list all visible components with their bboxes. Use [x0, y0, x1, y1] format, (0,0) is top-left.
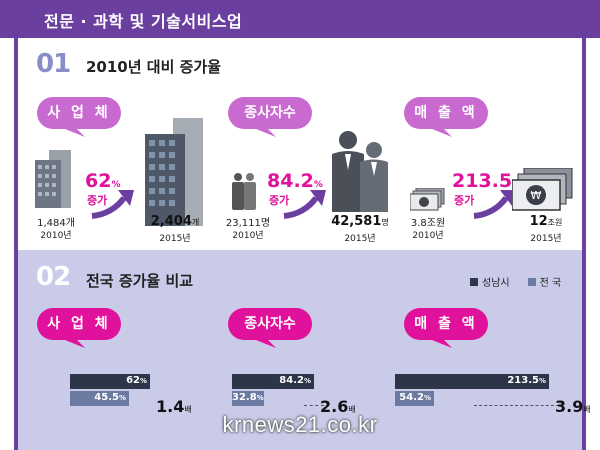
bar-unit: %	[256, 394, 264, 402]
value: 3.8	[410, 218, 427, 229]
ratio-connector	[474, 405, 559, 406]
unit: 조원	[547, 218, 563, 227]
ratio-value: 1.4배	[156, 397, 192, 416]
bar-national: 45.5%	[70, 391, 129, 406]
section2-number: 02	[36, 262, 71, 292]
ratio-number: 1.4	[156, 397, 185, 416]
bubble-employees-2: 종사자수	[228, 308, 328, 348]
unit: 개	[65, 218, 75, 229]
bubble-label: 사 업 체	[47, 105, 111, 121]
bubble-label: 사 업 체	[47, 316, 111, 332]
bar-seongnam: 213.5%	[395, 374, 549, 389]
bar-value: 45.5	[94, 392, 119, 403]
people-icon	[332, 131, 388, 212]
ratio-number: 3.9	[555, 397, 584, 416]
watermark: krnews21.co.kr	[222, 412, 378, 437]
bar-unit: %	[139, 377, 147, 385]
bar-value: 62	[126, 375, 140, 386]
ratio-connector	[304, 405, 324, 406]
legend-swatch	[470, 277, 478, 286]
unit: 조원	[426, 218, 446, 229]
bubble-sales-2: 매 출 액	[404, 308, 504, 348]
ratio-unit: 배	[184, 405, 192, 414]
ratio-value: 2.6배	[320, 397, 356, 416]
value: 1,484	[37, 218, 66, 229]
page-title: 전문 · 과학 및 기술서비스업	[44, 12, 243, 31]
e-increase-label: 증가	[269, 194, 290, 207]
frame-border	[14, 38, 586, 450]
b-percent: 62%	[85, 170, 120, 192]
legend: 성남시 전 국	[470, 274, 561, 289]
bubble-businesses-2: 사 업 체	[37, 308, 137, 348]
b-increase-label: 증가	[87, 194, 108, 207]
bubble-label: 매 출 액	[414, 316, 478, 332]
bubble-label: 종사자수	[244, 105, 296, 121]
pct-unit: %	[313, 180, 323, 190]
bar-national: 32.8%	[232, 391, 264, 406]
value: 12	[529, 214, 548, 229]
s2015-year: 2015년	[530, 234, 562, 244]
s2010-value: 3.8조원	[400, 214, 456, 229]
people-icon	[232, 173, 256, 210]
legend-swatch	[527, 277, 536, 286]
b2010-year: 2010년	[40, 231, 72, 241]
value: 2,404	[150, 214, 192, 229]
bar-national: 54.2%	[395, 391, 434, 406]
e2015-value: 42,581명	[320, 214, 400, 229]
bar-value: 32.8	[232, 392, 257, 403]
pct-value: 62	[85, 170, 112, 192]
b2010-value: 1,484개	[28, 214, 84, 229]
legend-item: 성남시	[482, 278, 510, 289]
section2-panel	[18, 250, 582, 450]
bubble-sales: 매 출 액	[404, 97, 504, 137]
bubble-employees: 종사자수	[228, 97, 328, 137]
bubble-label: 종사자수	[244, 316, 296, 332]
pct-unit: %	[111, 180, 121, 190]
building-icon	[145, 118, 203, 226]
bubble-businesses: 사 업 체	[37, 97, 137, 137]
ratio-value: 3.9배	[555, 397, 591, 416]
legend-item: 전 국	[539, 278, 562, 289]
e2015-year: 2015년	[344, 234, 376, 244]
e-percent: 84.2%	[267, 170, 323, 192]
bar-unit: %	[303, 377, 311, 385]
s2010-year: 2010년	[412, 231, 444, 241]
value: 23,111	[225, 218, 261, 229]
e2010-year: 2010년	[232, 231, 264, 241]
b2015-year: 2015년	[159, 234, 191, 244]
money-icon: ₩	[512, 168, 573, 211]
s2015-value: 12조원	[515, 214, 577, 229]
bar-seongnam: 84.2%	[232, 374, 314, 389]
pct-value: 84.2	[267, 170, 314, 192]
pct-value: 213.5	[452, 170, 513, 192]
unit: 명	[381, 218, 389, 227]
arrow-up-icon	[91, 190, 134, 219]
e2010-value: 23,111명	[220, 214, 276, 229]
bar-unit: %	[538, 377, 546, 385]
money-icon	[410, 188, 445, 211]
svg-text:₩: ₩	[531, 189, 542, 202]
bar-value: 213.5	[507, 375, 539, 386]
bar-seongnam: 62%	[70, 374, 150, 389]
s-increase-label: 증가	[454, 194, 475, 207]
ratio-unit: 배	[583, 405, 591, 414]
building-icon	[35, 150, 71, 208]
ratio-unit: 배	[348, 405, 356, 414]
ratio-number: 2.6	[320, 397, 349, 416]
unit: 명	[260, 218, 271, 229]
bar-unit: %	[423, 394, 431, 402]
header-bar: 전문 · 과학 및 기술서비스업	[0, 0, 600, 38]
section1-title: 2010년 대비 증가율	[86, 58, 221, 76]
arrow-up-icon	[283, 190, 326, 219]
section1-number: 01	[36, 49, 71, 79]
bar-value: 54.2	[399, 392, 424, 403]
b2015-value: 2,404개	[140, 214, 210, 229]
section2-title: 전국 증가율 비교	[86, 272, 194, 290]
unit: 개	[191, 218, 200, 227]
bar-unit: %	[118, 394, 126, 402]
value: 42,581	[331, 214, 382, 229]
bar-value: 84.2	[279, 375, 304, 386]
bubble-label: 매 출 액	[414, 105, 478, 121]
